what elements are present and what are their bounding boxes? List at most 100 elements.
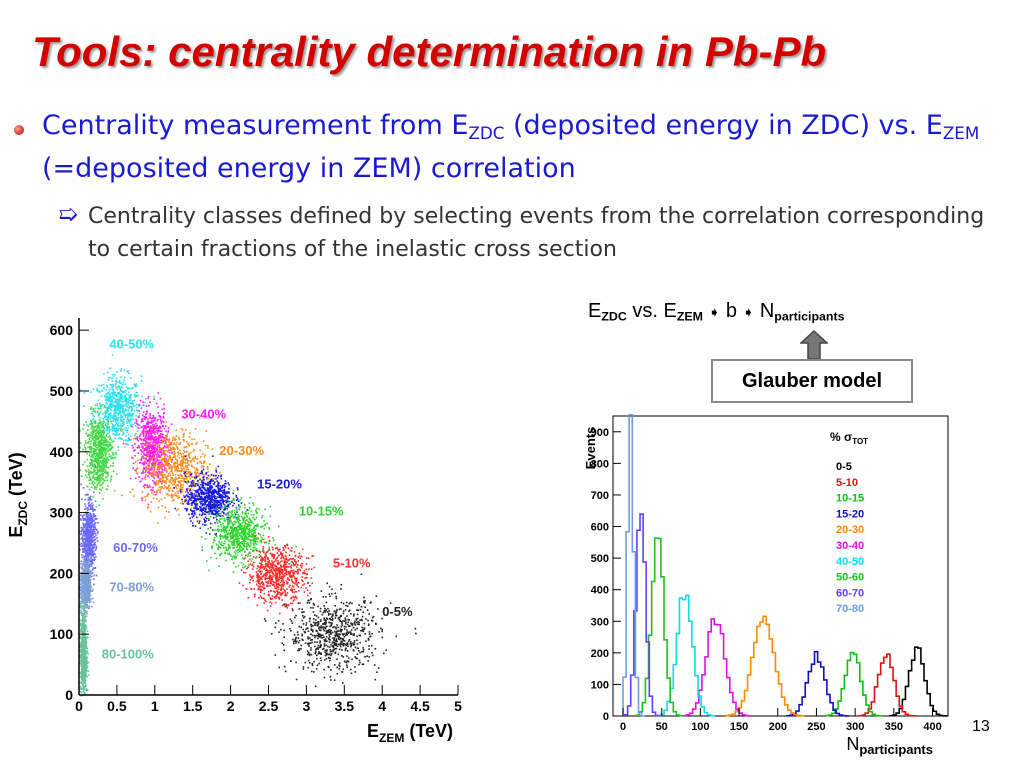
scatter-point — [193, 476, 196, 478]
scatter-point — [236, 545, 239, 548]
scatter-point — [106, 402, 108, 405]
scatter-point — [276, 575, 278, 577]
scatter-point — [308, 568, 310, 570]
scatter-point — [282, 575, 284, 577]
scatter-point — [163, 484, 166, 487]
scatter-point — [157, 480, 159, 483]
scatter-point — [286, 544, 289, 547]
scatter-point — [182, 486, 184, 489]
scatter-point — [371, 644, 373, 647]
scatter-point — [314, 622, 316, 624]
scatter-point — [314, 614, 316, 616]
scatter-point — [181, 475, 183, 477]
scatter-point — [235, 494, 237, 497]
scatter-point — [110, 405, 112, 407]
scatter-point — [252, 542, 255, 545]
scatter-point — [182, 494, 185, 497]
scatter-point — [362, 611, 365, 614]
scatter-point — [310, 628, 312, 630]
scatter-point — [305, 624, 307, 626]
scatter-point — [260, 516, 263, 519]
scatter-point — [196, 462, 199, 464]
scatter-point — [284, 558, 287, 561]
scatter-point — [150, 428, 152, 430]
scatter-point — [127, 402, 130, 404]
scatter-point — [168, 494, 170, 497]
scatter-point — [283, 560, 286, 562]
scatter-point — [206, 504, 208, 506]
scatter-point — [151, 448, 154, 450]
scatter-point — [414, 627, 417, 630]
scatter-point — [149, 468, 151, 470]
scatter-point — [228, 540, 230, 542]
scatter-point — [120, 416, 122, 418]
scatter-point — [125, 439, 127, 442]
scatter-point — [175, 478, 178, 480]
scatter-point — [207, 504, 210, 506]
scatter-point — [150, 449, 153, 452]
scatter-point — [250, 519, 252, 522]
scatter-point — [118, 407, 121, 409]
scatter-point — [228, 529, 231, 531]
scatter-point — [123, 440, 125, 442]
scatter-point — [176, 464, 179, 467]
scatter-point — [245, 554, 247, 557]
scatter-point — [287, 604, 290, 607]
scatter-point — [190, 472, 193, 475]
scatter-point — [280, 568, 282, 571]
scatter-point — [159, 433, 162, 435]
scatter-point — [268, 580, 270, 582]
scatter-point — [187, 499, 190, 502]
scatter-point — [334, 644, 337, 646]
scatter-point — [268, 559, 271, 562]
scatter-point — [214, 552, 216, 555]
scatter-point — [149, 510, 152, 513]
scatter-point — [228, 545, 231, 547]
scatter-point — [346, 642, 349, 645]
scatter-point — [191, 502, 193, 504]
scatter-point — [278, 582, 280, 585]
scatter-point — [186, 466, 189, 468]
scatter-point — [152, 455, 154, 457]
scatter-point — [113, 390, 115, 393]
scatter-point — [165, 469, 168, 472]
scatter-point — [331, 616, 333, 618]
scatter-series-10-15% — [200, 489, 297, 576]
scatter-point — [335, 597, 338, 600]
scatter-point — [177, 469, 179, 472]
scatter-point — [335, 638, 338, 640]
scatter-point — [143, 467, 145, 469]
scatter-point — [147, 460, 150, 462]
scatter-point — [228, 500, 230, 503]
scatter-point — [284, 594, 287, 597]
scatter-point — [236, 530, 239, 532]
scatter-point — [189, 470, 191, 473]
scatter-point — [351, 602, 353, 605]
scatter-point — [116, 386, 119, 388]
scatter-point — [221, 501, 224, 503]
scatter-point — [296, 579, 298, 582]
scatter-point — [310, 598, 312, 601]
scatter-point — [117, 437, 120, 439]
scatter-point — [151, 446, 154, 448]
scatter-point — [195, 474, 197, 476]
scatter-point — [173, 462, 175, 465]
scatter-point — [281, 572, 283, 575]
scatter-point — [116, 399, 118, 401]
scatter-point — [207, 528, 209, 530]
scatter-point — [170, 458, 172, 460]
scatter-point — [134, 425, 137, 427]
scatter-point — [216, 511, 219, 514]
scatter-point — [176, 441, 178, 444]
scatter-point — [145, 466, 147, 468]
scatter-point — [223, 500, 225, 503]
scatter-point — [166, 437, 168, 440]
scatter-point — [342, 639, 345, 642]
scatter-point — [297, 602, 300, 604]
scatter-point — [189, 487, 192, 490]
scatter-point — [285, 605, 287, 607]
scatter-point — [283, 568, 285, 571]
scatter-point — [93, 415, 96, 418]
scatter-point — [323, 668, 325, 671]
scatter-point — [110, 398, 112, 401]
